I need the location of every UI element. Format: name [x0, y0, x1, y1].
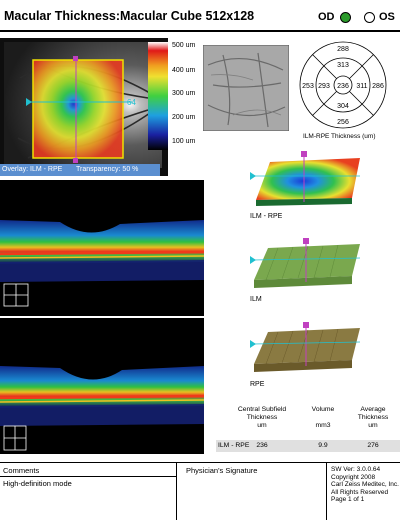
- scale-label-200: 200 um: [172, 114, 196, 121]
- scale-label-400: 400 um: [172, 67, 196, 74]
- table-row: ILM - RPE 236 9.9 276: [216, 440, 400, 452]
- surface-rpe-label: RPE: [250, 381, 265, 388]
- version-line: SW Ver: 3.0.0.64: [331, 466, 381, 473]
- table-header-average-thickness: Average Thickness um: [357, 406, 389, 429]
- company-line: Carl Zeiss Meditec, Inc.: [331, 481, 399, 488]
- os-indicator[interactable]: [364, 12, 375, 23]
- table-value-volume: 9.9: [318, 442, 328, 449]
- etdrs-temporal-outer: 286: [372, 83, 384, 90]
- table-header-central-subfield: Central Subfield Thickness um: [237, 406, 287, 429]
- etdrs-temporal-inner: 311: [356, 83, 367, 90]
- surface-ilm-label: ILM: [250, 296, 262, 303]
- header-divider: [0, 30, 400, 32]
- table-header-volume: Volume mm3: [311, 406, 335, 429]
- etdrs-thickness-grid: 288 313 253 293 236 311 286 304 256: [299, 41, 387, 129]
- comments-label: Comments: [3, 466, 40, 475]
- overlay-text: Overlay: ILM - RPE: [2, 166, 63, 173]
- etdrs-inferior-outer: 256: [337, 119, 349, 126]
- surface-ilm-rpe[interactable]: [248, 148, 366, 208]
- etdrs-superior-outer: 288: [337, 46, 349, 53]
- page-number: Page 1 of 1: [331, 496, 365, 503]
- scale-label-100: 100 um: [172, 138, 196, 145]
- rights-line: All Rights Reserved: [331, 488, 389, 496]
- table-row-label: ILM - RPE: [218, 442, 250, 449]
- od-selected-indicator[interactable]: [340, 12, 351, 23]
- surface-ilm[interactable]: [248, 236, 366, 290]
- scale-label-500: 500 um: [172, 42, 196, 49]
- footer-separator: [176, 462, 177, 520]
- table-value-central-subfield: 236: [256, 442, 268, 449]
- oct-bscan-horizontal[interactable]: [0, 180, 204, 316]
- comments-divider: [0, 476, 176, 477]
- etdrs-superior-inner: 313: [337, 62, 349, 69]
- scale-label-300: 300 um: [172, 90, 196, 97]
- transparency-text: Transparency: 50 %: [76, 166, 139, 173]
- thickness-map[interactable]: 64: [0, 38, 168, 176]
- etdrs-caption: ILM-RPE Thickness (um): [303, 133, 376, 140]
- etdrs-inferior-inner: 304: [337, 103, 349, 110]
- surface-ilm-rpe-label: ILM - RPE: [250, 213, 283, 220]
- od-label: OD: [318, 11, 335, 23]
- footer-divider: [0, 462, 400, 463]
- map-marker-label: 64: [127, 98, 136, 107]
- footer-separator-2: [326, 462, 327, 520]
- copyright-line: Copyright 2008: [331, 473, 376, 481]
- physician-signature-label: Physician's Signature: [186, 466, 258, 475]
- overlay-status-bar[interactable]: Overlay: ILM - RPE Transparency: 50 %: [0, 164, 160, 176]
- fundus-image: [203, 45, 289, 131]
- etdrs-nasal-outer: 253: [302, 83, 314, 90]
- software-version-info: SW Ver: 3.0.0.64 Copyright 2008 Carl Zei…: [331, 466, 399, 504]
- etdrs-nasal-inner: 293: [318, 83, 330, 90]
- surface-rpe[interactable]: [248, 320, 366, 374]
- etdrs-center: 236: [337, 83, 349, 90]
- report-title: Macular Thickness:Macular Cube 512x128: [4, 9, 255, 23]
- table-value-average-thickness: 276: [367, 442, 379, 449]
- thickness-scale-bar: [148, 42, 168, 150]
- comments-value[interactable]: High-definition mode: [3, 479, 72, 488]
- oct-bscan-vertical[interactable]: [0, 318, 204, 454]
- os-label: OS: [379, 11, 395, 23]
